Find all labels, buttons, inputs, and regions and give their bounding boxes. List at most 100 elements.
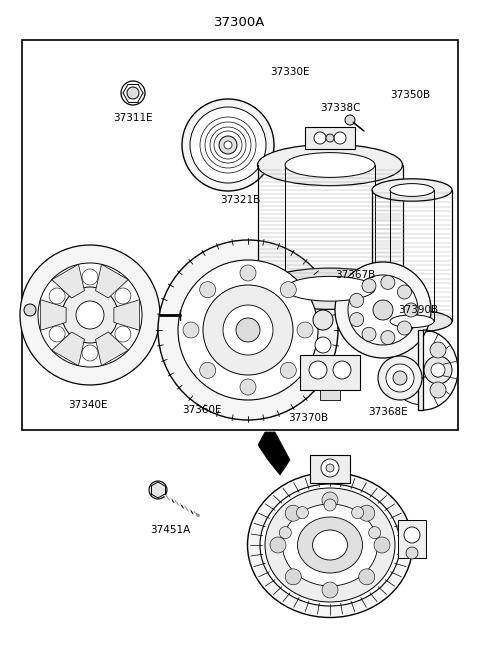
Circle shape [386,364,414,392]
Circle shape [200,282,216,297]
Ellipse shape [265,488,395,602]
Circle shape [38,263,142,367]
Ellipse shape [260,484,400,606]
Circle shape [326,464,334,472]
Wedge shape [388,335,423,405]
Circle shape [49,288,65,304]
Circle shape [432,365,444,377]
Circle shape [373,300,393,320]
Circle shape [345,115,355,125]
Circle shape [335,262,431,358]
Circle shape [430,342,446,358]
Text: 37368E: 37368E [368,407,408,417]
Circle shape [296,506,308,519]
Text: 37360E: 37360E [182,405,222,415]
Circle shape [350,312,364,327]
Circle shape [82,345,98,361]
Circle shape [279,527,291,538]
Ellipse shape [372,179,452,201]
Text: 37451A: 37451A [150,525,190,535]
Circle shape [326,134,334,142]
Circle shape [348,275,418,345]
Circle shape [393,371,407,385]
Circle shape [214,131,242,159]
Bar [300,355,360,390]
Text: 37367B: 37367B [335,270,375,280]
Bar [310,455,350,483]
Circle shape [210,127,246,163]
Circle shape [62,287,118,343]
Circle shape [359,505,375,521]
Circle shape [240,265,256,281]
Circle shape [309,361,327,379]
Text: 37300A: 37300A [214,16,266,29]
Circle shape [333,361,351,379]
Circle shape [115,326,131,342]
Circle shape [203,285,293,375]
Circle shape [406,547,418,559]
Circle shape [82,269,98,285]
Circle shape [362,328,376,341]
Circle shape [115,288,131,304]
Polygon shape [114,299,140,330]
Polygon shape [96,265,128,298]
Circle shape [280,282,296,297]
Text: 37338C: 37338C [320,103,360,113]
Ellipse shape [283,504,377,586]
Ellipse shape [285,276,375,301]
Polygon shape [418,330,423,410]
Ellipse shape [285,153,375,178]
Circle shape [397,285,411,299]
Circle shape [49,326,65,342]
Circle shape [431,363,445,377]
Circle shape [322,582,338,598]
Circle shape [321,459,339,477]
Text: 37390B: 37390B [398,305,438,315]
Ellipse shape [372,310,452,333]
Circle shape [322,492,338,508]
Text: 37311E: 37311E [113,113,153,123]
Text: 37370B: 37370B [288,413,328,423]
Circle shape [359,569,375,585]
Circle shape [324,499,336,511]
Circle shape [236,318,260,342]
Ellipse shape [390,183,434,196]
Circle shape [314,132,326,144]
Circle shape [381,331,395,345]
Ellipse shape [390,315,434,328]
Circle shape [24,304,36,316]
Circle shape [182,99,274,191]
Circle shape [424,356,452,384]
Circle shape [374,537,390,553]
Ellipse shape [298,517,362,573]
Bar [305,127,355,149]
Circle shape [430,382,446,398]
Circle shape [224,141,232,149]
Circle shape [315,337,331,353]
Circle shape [285,505,301,521]
Circle shape [149,481,167,499]
Circle shape [223,305,273,355]
Circle shape [183,322,199,338]
Circle shape [240,379,256,395]
Circle shape [200,117,256,173]
Circle shape [362,279,376,293]
Circle shape [369,527,381,538]
Circle shape [190,107,266,183]
Ellipse shape [312,530,348,560]
Bar [398,520,426,558]
Circle shape [297,322,313,338]
Circle shape [158,240,338,420]
Circle shape [121,81,145,105]
Circle shape [280,362,296,379]
Text: 37350B: 37350B [390,90,430,100]
Circle shape [404,303,418,317]
Circle shape [334,132,346,144]
Circle shape [20,245,160,385]
Polygon shape [52,332,84,365]
Circle shape [76,301,104,329]
Bar [320,390,340,400]
Circle shape [404,527,420,543]
Text: 37330E: 37330E [270,67,310,77]
Bar [22,40,458,430]
